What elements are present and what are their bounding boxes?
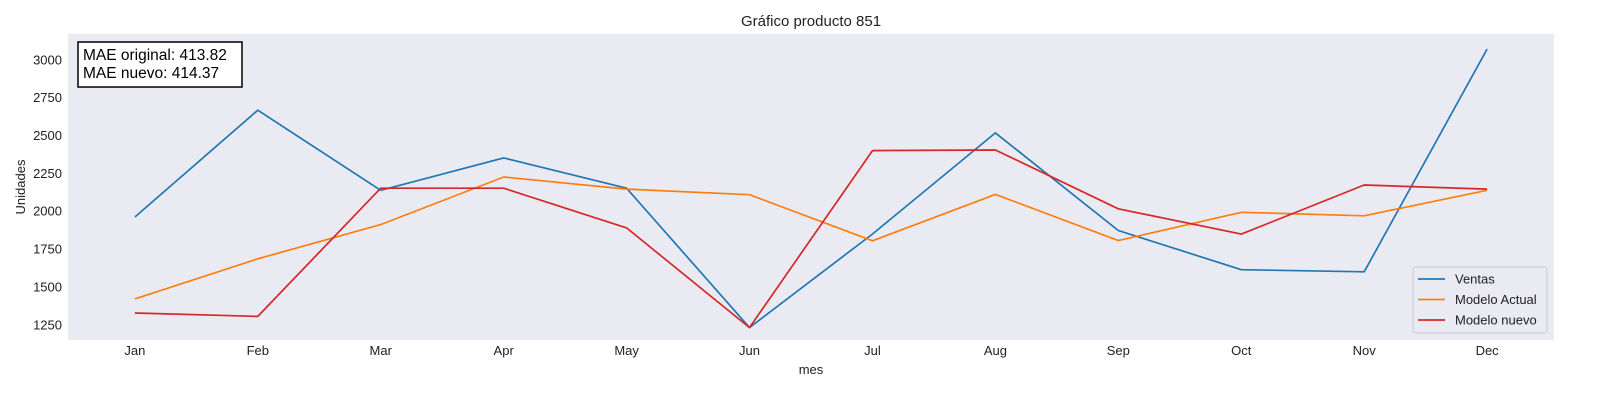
x-tick-label: Nov [1353, 343, 1377, 358]
x-axis: Jan Feb Mar Apr May Jun Jul Aug Sep Oct Nov Dec [124, 343, 1499, 358]
series-line-ventas [134, 48, 1488, 329]
y-tick-label: 3000 [33, 52, 62, 67]
series-layer [134, 48, 1488, 329]
x-tick-label: Aug [984, 343, 1007, 358]
legend-label: Modelo Actual [1455, 292, 1537, 307]
x-tick-label: Apr [494, 343, 515, 358]
y-tick-label: 1500 [33, 279, 62, 294]
mae-original-text: MAE original: 413.82 [83, 47, 227, 64]
y-tick-label: 2750 [33, 90, 62, 105]
legend-label: Ventas [1455, 272, 1495, 287]
mae-nuevo-text: MAE nuevo: 414.37 [83, 65, 219, 82]
legend-label: Modelo nuevo [1455, 313, 1537, 328]
y-axis: 1250 1500 1750 2000 2250 2500 2750 3000 [33, 52, 62, 332]
legend: Ventas Modelo Actual Modelo nuevo [1412, 266, 1548, 334]
x-axis-label: mes [799, 362, 824, 377]
y-tick-label: 1750 [33, 242, 62, 257]
x-tick-label: Jun [739, 343, 760, 358]
y-tick-label: 2250 [33, 166, 62, 181]
chart-title: Gráfico producto 851 [741, 13, 881, 30]
legend-box [1412, 266, 1548, 334]
y-tick-label: 2500 [33, 128, 62, 143]
x-tick-label: Mar [370, 343, 393, 358]
y-tick-label: 1250 [33, 317, 62, 332]
series-line-modelo-actual [134, 176, 1488, 300]
x-tick-label: Sep [1107, 343, 1130, 358]
x-tick-label: May [614, 343, 639, 358]
series-line-modelo-nuevo [134, 149, 1488, 329]
x-tick-label: Dec [1476, 343, 1500, 358]
plot-area [68, 34, 1554, 340]
x-tick-label: Jul [864, 343, 881, 358]
y-axis-label: Unidades [13, 159, 28, 214]
mae-annotation-box: MAE original: 413.82 MAE nuevo: 414.37 [77, 41, 243, 88]
x-tick-label: Feb [247, 343, 269, 358]
x-tick-label: Jan [124, 343, 145, 358]
x-tick-label: Oct [1231, 343, 1252, 358]
y-tick-label: 2000 [33, 204, 62, 219]
